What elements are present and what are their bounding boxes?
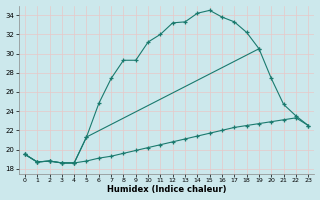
X-axis label: Humidex (Indice chaleur): Humidex (Indice chaleur) (107, 185, 226, 194)
